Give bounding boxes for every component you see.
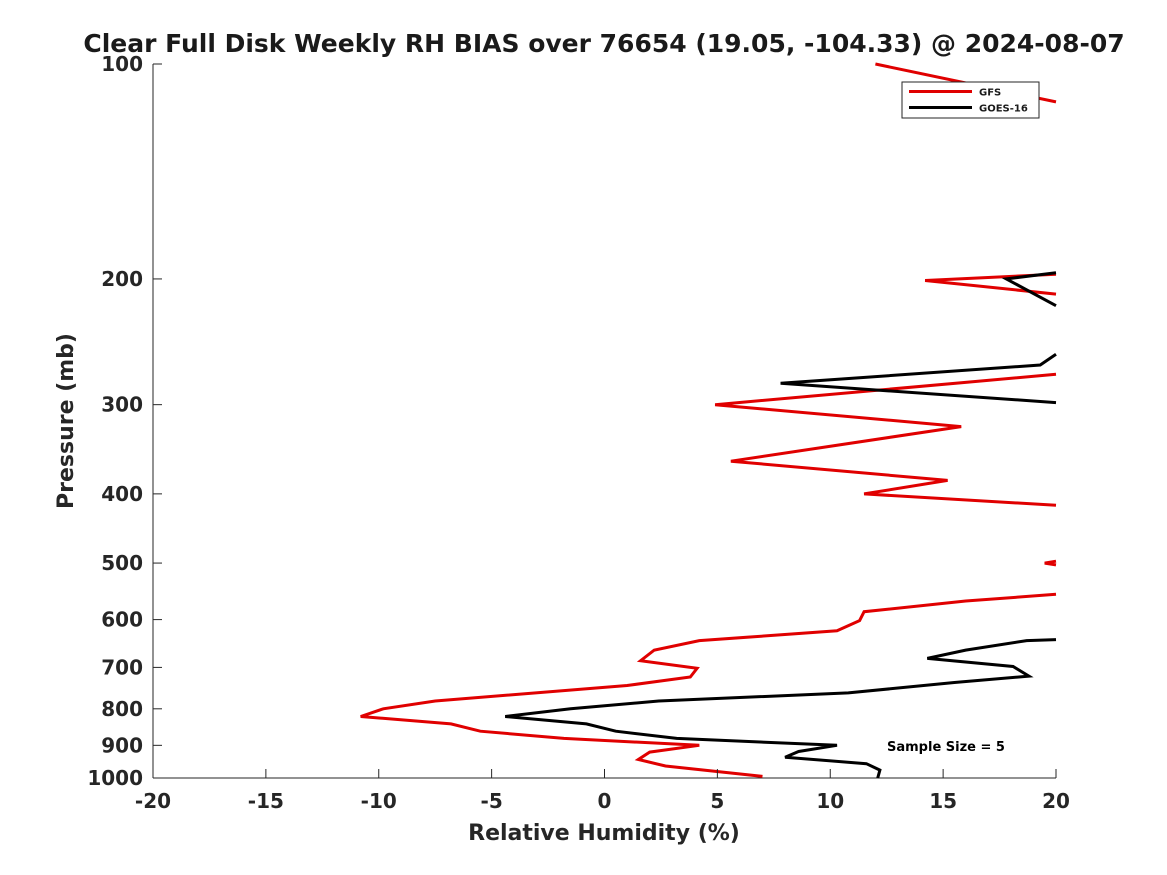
series-line-goes16	[1001, 271, 1057, 308]
plot-background	[153, 64, 1056, 778]
y-tick-label: 300	[101, 393, 143, 417]
y-tick-label: 200	[101, 267, 143, 291]
y-axis-label: Pressure (mb)	[54, 333, 79, 509]
sample-size-annotation: Sample Size = 5	[887, 740, 1005, 755]
x-tick-label: 15	[929, 789, 957, 813]
legend-box	[901, 81, 1040, 119]
x-tick-label: 5	[710, 789, 724, 813]
x-tick-label: 20	[1042, 789, 1070, 813]
x-axis-label: Relative Humidity (%)	[468, 821, 740, 846]
y-tick-label: 600	[101, 608, 143, 632]
x-tick-label: -20	[135, 789, 171, 813]
legend: GFS GOES-16	[901, 81, 1040, 119]
y-tick-label: 100	[101, 52, 143, 76]
x-tick-label: -5	[481, 789, 503, 813]
legend-label-goes16: GOES-16	[979, 104, 1028, 115]
y-tick-label: 900	[101, 733, 143, 757]
series-line-gfs	[714, 372, 1057, 507]
y-tick-label: 400	[101, 482, 143, 506]
legend-label-gfs: GFS	[979, 88, 1001, 99]
tick-layer: -20 -15 -10 -5 0 5 10 15 20 100 200 300 400 500 600 700…	[87, 52, 1070, 813]
series-line-gfs	[924, 272, 1057, 296]
chart-title: Clear Full Disk Weekly RH BIAS over 7665…	[83, 29, 1124, 58]
x-tick-label: -10	[361, 789, 397, 813]
y-tick-label: 500	[101, 551, 143, 575]
x-tick-label: 10	[816, 789, 844, 813]
series-line-goes16	[505, 638, 1057, 779]
y-tick-label: 700	[101, 655, 143, 679]
x-tick-label: -15	[248, 789, 284, 813]
series-layer	[360, 62, 1057, 779]
series-line-goes16	[780, 353, 1057, 405]
series-line-gfs	[1044, 559, 1057, 567]
series-line-gfs	[360, 592, 1057, 778]
plot-area: -20 -15 -10 -5 0 5 10 15 20 100 200 300 400 500 600 700…	[87, 52, 1070, 813]
y-tick-label: 800	[101, 697, 143, 721]
x-tick-label: 0	[598, 789, 612, 813]
y-tick-label: 1000	[87, 766, 143, 790]
